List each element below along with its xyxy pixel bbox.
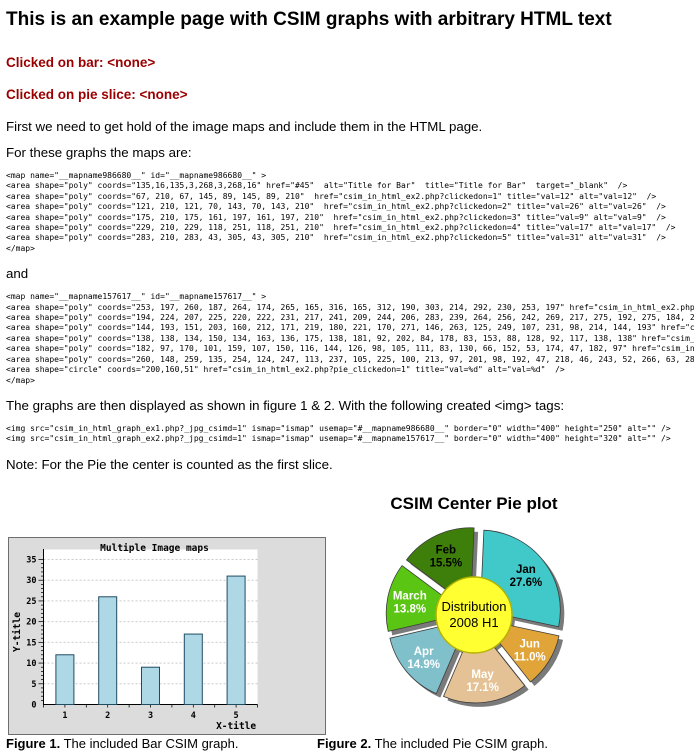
svg-text:2: 2	[105, 711, 110, 721]
pie-center[interactable]	[435, 575, 513, 654]
maps-paragraph: For these graphs the maps are:	[6, 145, 192, 160]
svg-text:CSIM Center Pie plot: CSIM Center Pie plot	[390, 494, 558, 513]
svg-text:25: 25	[26, 597, 36, 607]
bar-map-code: <map name="__mapname986680__" id="__mapn…	[6, 171, 676, 253]
svg-text:May: May	[471, 669, 494, 681]
note-paragraph: Note: For the Pie the center is counted …	[6, 456, 333, 472]
svg-text:1: 1	[62, 711, 67, 721]
pie-slice[interactable]	[443, 622, 526, 703]
svg-text:2008 H1: 2008 H1	[449, 615, 498, 630]
svg-text:Feb: Feb	[436, 544, 456, 556]
bar-segment[interactable]	[55, 654, 75, 705]
svg-text:27.6%: 27.6%	[510, 577, 543, 589]
figure-1-text: The included Bar CSIM graph.	[60, 735, 239, 751]
svg-text:Apr: Apr	[414, 646, 434, 658]
figure-1-caption: Figure 1. The included Bar CSIM graph.	[6, 736, 238, 751]
svg-text:5: 5	[234, 711, 239, 721]
svg-text:15: 15	[26, 638, 36, 648]
svg-text:15.5%: 15.5%	[430, 557, 463, 569]
svg-text:4: 4	[191, 711, 196, 721]
display-paragraph: The graphs are then displayed as shown i…	[6, 397, 565, 413]
svg-text:13.8%: 13.8%	[393, 603, 426, 615]
svg-text:10: 10	[26, 659, 36, 669]
svg-text:Distribution: Distribution	[441, 599, 506, 614]
svg-text:Y-title: Y-title	[12, 611, 23, 651]
bar-segment[interactable]	[226, 575, 246, 705]
bar-segment[interactable]	[98, 596, 118, 705]
svg-text:3: 3	[148, 711, 153, 721]
bar-segment[interactable]	[141, 666, 160, 705]
img-tags-code: <img src="csim_in_html_graph_ex1.php?_jp…	[6, 423, 671, 444]
clicked-on-bar-status: Clicked on bar: <none>	[6, 55, 156, 70]
svg-text:Jun: Jun	[520, 638, 540, 650]
pie-map-code: <map name="__mapname157617__" id="__mapn…	[6, 292, 694, 385]
svg-text:0: 0	[31, 700, 36, 710]
figures-area: 0 5 10 15 20 25 30 35 1 2 3 4 5 Multiple Image maps Y-…	[6, 483, 694, 755]
svg-text:35: 35	[26, 555, 36, 565]
figure-2-caption: Figure 2. The included Pie CSIM graph.	[317, 736, 548, 751]
svg-text:30: 30	[26, 576, 36, 586]
intro-paragraph: First we need to get hold of the image m…	[6, 119, 483, 134]
bar-chart-figure[interactable]: 0 5 10 15 20 25 30 35 1 2 3 4 5 Multiple Image maps Y-…	[8, 536, 326, 735]
page-title: This is an example page with CSIM graphs…	[6, 9, 612, 30]
svg-text:11.0%: 11.0%	[514, 651, 546, 663]
svg-text:March: March	[393, 590, 427, 602]
figure-2-label: Figure 2.	[317, 735, 372, 751]
pie-chart-figure[interactable]: CSIM Center Pie plot Jan 27.6% Feb 15.5% Marc…	[317, 483, 637, 739]
figure-1-label: Figure 1.	[6, 735, 61, 751]
svg-text:X-title: X-title	[216, 721, 256, 732]
and-paragraph: and	[6, 266, 29, 282]
svg-text:5: 5	[31, 680, 36, 690]
svg-text:Jan: Jan	[516, 564, 536, 576]
figure-2-text: The included Pie CSIM graph.	[371, 735, 548, 751]
clicked-on-pie-status: Clicked on pie slice: <none>	[6, 87, 188, 102]
svg-text:20: 20	[26, 617, 36, 627]
svg-text:Multiple Image maps: Multiple Image maps	[100, 543, 209, 554]
svg-text:14.9%: 14.9%	[407, 659, 440, 671]
bar-segment[interactable]	[183, 633, 203, 705]
svg-text:17.1%: 17.1%	[466, 682, 499, 694]
